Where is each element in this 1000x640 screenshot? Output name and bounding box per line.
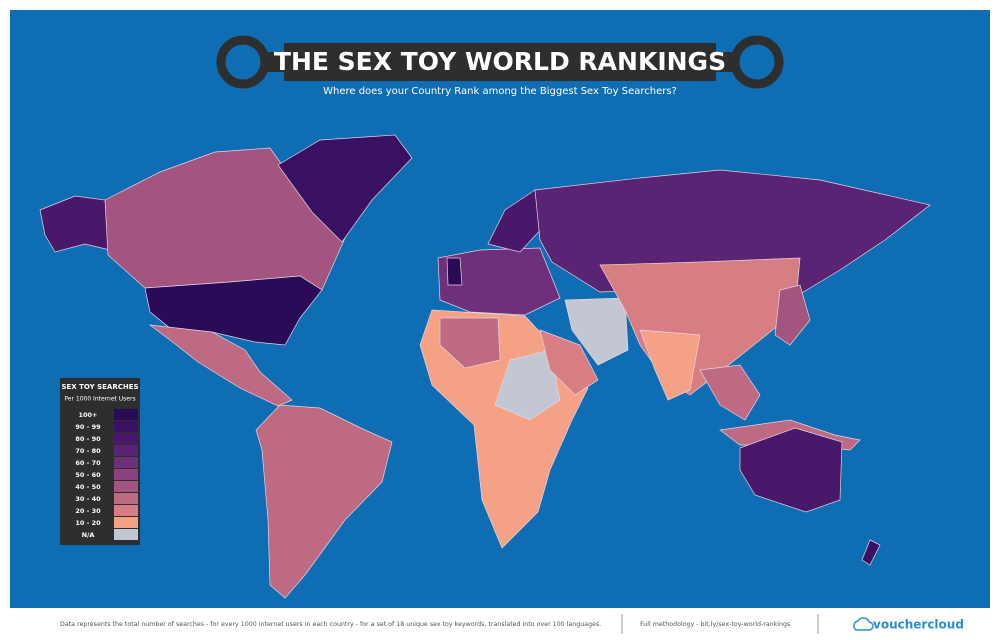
legend-swatch — [114, 481, 138, 492]
footer-note: Data represents the total number of sear… — [60, 621, 601, 628]
legend-swatch — [114, 445, 138, 456]
legend-label: 70 - 80 — [75, 447, 101, 455]
legend-label: 30 - 40 — [75, 495, 101, 503]
subtitle: Where does your Country Rank among the B… — [323, 86, 677, 97]
legend-label: 90 - 99 — [75, 423, 101, 431]
legend-swatch — [114, 433, 138, 444]
brand: vouchercloud — [873, 618, 964, 632]
legend-swatch — [114, 493, 138, 504]
legend-swatch — [114, 457, 138, 468]
legend-label: 100+ — [78, 411, 97, 419]
legend-subtitle: Per 1000 Internet Users — [64, 396, 135, 403]
legend-label: 40 - 50 — [75, 483, 101, 491]
legend-swatch — [114, 517, 138, 528]
legend-swatch — [114, 421, 138, 432]
legend-label: 50 - 60 — [75, 471, 101, 479]
legend-label: 60 - 70 — [75, 459, 101, 467]
handcuffs — [216, 35, 784, 89]
legend-swatch — [114, 505, 138, 516]
world-map — [39, 134, 931, 599]
brand-logo: vouchercloud — [853, 617, 964, 632]
legend-label: 80 - 90 — [75, 435, 101, 443]
legend-label: 10 - 20 — [75, 519, 101, 527]
legend-title: SEX TOY SEARCHES — [61, 383, 138, 391]
legend: SEX TOY SEARCHES Per 1000 Internet Users… — [60, 378, 140, 545]
legend-label: 20 - 30 — [75, 507, 101, 515]
title: THE SEX TOY WORLD RANKINGS — [274, 47, 726, 76]
legend-swatch — [114, 469, 138, 480]
title-banner — [284, 43, 716, 81]
legend-label: N/A — [82, 531, 95, 539]
legend-swatch — [114, 409, 138, 420]
legend-swatch — [114, 529, 138, 540]
footer-methodology: Full methodology - bit.ly/sex-toy-world-… — [640, 621, 790, 628]
